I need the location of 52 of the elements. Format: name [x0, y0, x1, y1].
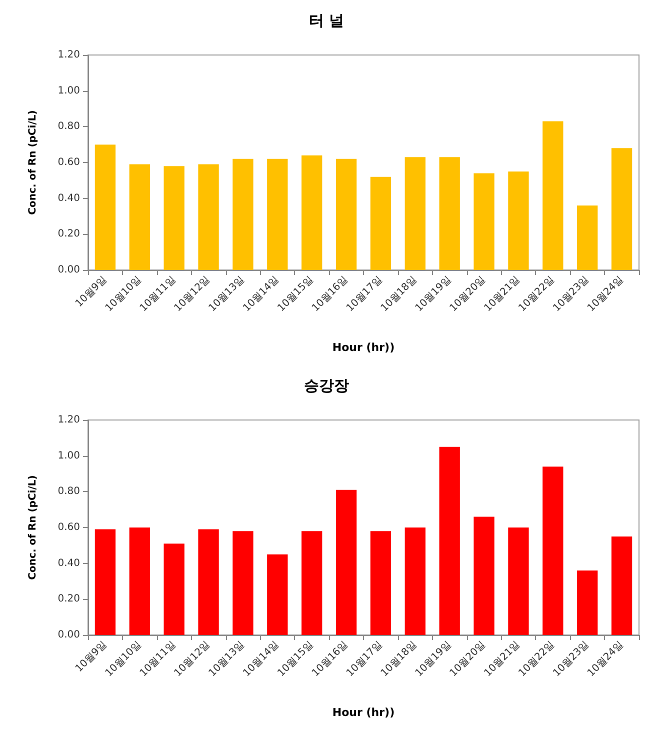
y-tick-label: 0.40 — [58, 192, 80, 204]
bar — [336, 158, 357, 270]
bar — [302, 155, 322, 270]
bar — [129, 528, 150, 635]
bar — [439, 446, 460, 635]
chart-title: 승강장 — [304, 376, 349, 394]
bar — [129, 164, 150, 270]
y-tick-label: 0.80 — [58, 486, 80, 498]
bar — [336, 490, 357, 635]
x-axis-title: Hour (hr)) — [332, 706, 395, 719]
y-tick-label: 0.40 — [58, 558, 80, 569]
bar — [439, 157, 460, 270]
bar — [370, 176, 392, 270]
bar — [198, 164, 219, 270]
bar — [404, 157, 426, 270]
bar — [232, 158, 254, 270]
bar — [611, 148, 632, 270]
bar — [370, 531, 392, 635]
bar — [404, 528, 426, 635]
y-tick-label: 1.20 — [58, 50, 80, 60]
chart-title: 터 널 — [308, 12, 344, 30]
bar — [94, 144, 116, 270]
y-tick-label: 0.60 — [58, 157, 80, 168]
y-tick-label: 0.20 — [58, 594, 80, 605]
bar — [164, 544, 184, 635]
bar — [542, 466, 564, 635]
bar — [302, 531, 322, 635]
y-axis-title: Conc. of Rn (pCi/L) — [28, 110, 38, 215]
y-tick-label: 1.00 — [58, 450, 80, 462]
bar — [542, 121, 564, 270]
y-tick-label: 1.20 — [58, 414, 80, 426]
y-tick-label: 0.00 — [58, 264, 80, 276]
bar — [164, 166, 184, 270]
y-tick-label: 0.00 — [58, 630, 80, 640]
bar — [267, 158, 288, 270]
bar — [474, 173, 494, 270]
bar — [508, 528, 529, 635]
bar — [508, 171, 529, 270]
bar — [474, 516, 494, 635]
y-axis-title: Conc. of Rn (pCi/L) — [28, 475, 38, 580]
bar — [232, 531, 254, 635]
y-tick-label: 0.60 — [58, 522, 80, 533]
bar — [267, 554, 288, 635]
bar — [577, 206, 598, 270]
bar — [611, 536, 632, 635]
bar — [198, 529, 219, 635]
bar — [94, 529, 116, 635]
bar — [577, 570, 598, 635]
x-axis-title: Hour (hr)) — [332, 341, 395, 354]
y-tick-label: 0.80 — [58, 121, 80, 132]
y-tick-label: 1.00 — [58, 85, 80, 96]
y-tick-label: 0.20 — [58, 228, 80, 240]
